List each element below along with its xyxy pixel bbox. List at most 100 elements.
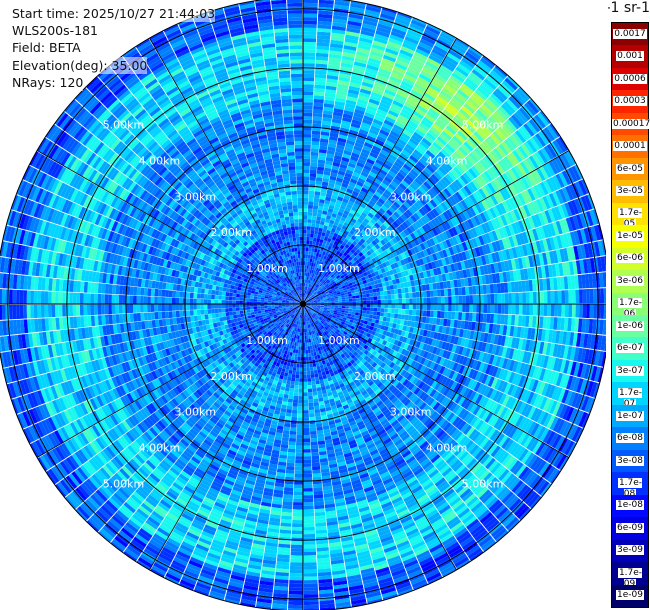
ray-gate-cell bbox=[418, 41, 433, 52]
ray-gate-cell bbox=[487, 220, 495, 232]
ray-gate-cell bbox=[317, 28, 332, 33]
ray-gate-cell bbox=[309, 276, 312, 281]
ray-gate-cell bbox=[350, 248, 356, 254]
ray-gate-cell bbox=[348, 293, 352, 297]
ray-gate-cell bbox=[471, 149, 482, 161]
ray-gate-cell bbox=[441, 231, 449, 241]
ray-gate-cell bbox=[508, 96, 521, 109]
ray-gate-cell bbox=[349, 243, 355, 249]
ray-gate-cell bbox=[552, 236, 560, 250]
ray-gate-cell bbox=[334, 184, 341, 190]
ray-gate-cell bbox=[338, 134, 348, 140]
ray-gate-cell bbox=[503, 282, 509, 293]
ray-gate-cell bbox=[375, 112, 386, 120]
ray-gate-cell bbox=[497, 85, 511, 98]
ray-gate-cell bbox=[336, 87, 348, 93]
ray-gate-cell bbox=[308, 247, 312, 252]
ray-gate-cell bbox=[455, 148, 466, 159]
ray-gate-cell bbox=[420, 70, 434, 80]
ray-gate-cell bbox=[325, 241, 331, 246]
ray-gate-cell bbox=[459, 127, 471, 139]
ray-gate-cell bbox=[489, 284, 494, 294]
ray-gate-cell bbox=[335, 180, 343, 186]
ray-gate-cell bbox=[310, 352, 315, 357]
ray-gate-cell bbox=[400, 330, 406, 337]
ray-gate-cell bbox=[352, 149, 361, 156]
ray-gate-cell bbox=[303, 240, 307, 244]
ray-gate-cell bbox=[555, 173, 565, 188]
ray-gate-cell bbox=[366, 300, 371, 304]
ray-gate-cell bbox=[306, 290, 309, 295]
ray-gate-cell bbox=[392, 100, 404, 109]
ray-gate-cell bbox=[312, 387, 317, 393]
ray-gate-cell bbox=[309, 180, 316, 185]
ray-gate-cell bbox=[320, 274, 324, 279]
ray-gate-cell bbox=[336, 177, 344, 183]
ray-gate-cell bbox=[352, 283, 357, 288]
ray-gate-cell bbox=[457, 320, 462, 329]
ray-gate-cell bbox=[388, 79, 401, 87]
ray-gate-cell bbox=[362, 78, 375, 85]
ray-gate-cell bbox=[479, 159, 489, 171]
ray-gate-cell bbox=[356, 275, 362, 280]
ray-gate-cell bbox=[318, 253, 322, 258]
ray-gate-cell bbox=[332, 111, 343, 117]
ray-gate-cell bbox=[315, 295, 320, 299]
ray-gate-cell bbox=[435, 243, 442, 252]
ray-gate-cell bbox=[467, 277, 473, 287]
ray-gate-cell bbox=[339, 219, 345, 225]
ray-gate-cell bbox=[313, 274, 316, 279]
ray-gate-cell bbox=[498, 227, 505, 239]
ray-gate-cell bbox=[340, 123, 351, 130]
ray-gate-cell bbox=[505, 119, 518, 132]
ray-gate-cell bbox=[474, 203, 483, 214]
ray-gate-cell bbox=[405, 275, 411, 282]
ray-gate-cell bbox=[386, 241, 392, 248]
ray-gate-cell bbox=[441, 222, 448, 232]
ray-gate-cell bbox=[305, 286, 308, 291]
ray-gate-cell bbox=[354, 142, 364, 149]
ray-gate-cell bbox=[382, 272, 388, 278]
ray-gate-cell bbox=[574, 318, 579, 333]
ray-gate-cell bbox=[587, 349, 594, 365]
ray-gate-cell bbox=[578, 180, 588, 196]
ray-gate-cell bbox=[334, 279, 339, 283]
ray-gate-cell bbox=[357, 226, 363, 233]
ray-gate-cell bbox=[327, 146, 336, 152]
ray-gate-cell bbox=[342, 179, 350, 185]
ray-gate-cell bbox=[377, 197, 386, 205]
ray-gate-cell bbox=[405, 143, 415, 152]
ray-gate-cell bbox=[351, 175, 359, 181]
ray-gate-cell bbox=[315, 279, 319, 284]
ray-gate-cell bbox=[576, 362, 584, 378]
ray-gate-cell bbox=[443, 199, 452, 210]
ray-gate-cell bbox=[348, 212, 355, 218]
ray-gate-cell bbox=[360, 151, 369, 159]
ray-gate-cell bbox=[316, 289, 320, 293]
ray-gate-cell bbox=[441, 61, 455, 72]
ray-gate-cell bbox=[325, 160, 333, 166]
ray-gate-cell bbox=[331, 275, 336, 280]
ray-gate-cell bbox=[388, 258, 394, 265]
ray-gate-cell bbox=[490, 263, 496, 274]
ray-gate-cell bbox=[307, 287, 310, 291]
ray-gate-cell bbox=[501, 238, 509, 250]
ray-gate-cell bbox=[319, 269, 323, 274]
ray-gate-cell bbox=[569, 231, 577, 246]
ray-gate-cell bbox=[413, 83, 427, 92]
ray-gate-cell bbox=[523, 204, 531, 217]
ray-gate-cell bbox=[524, 217, 532, 230]
ray-gate-cell bbox=[329, 268, 334, 273]
ray-gate-cell bbox=[431, 261, 437, 269]
ray-gate-cell bbox=[370, 272, 376, 278]
ray-gate-cell bbox=[397, 272, 403, 279]
ray-gate-cell bbox=[418, 73, 432, 83]
ray-gate-cell bbox=[488, 323, 494, 334]
ray-gate-cell bbox=[408, 64, 422, 74]
ray-gate-cell bbox=[330, 36, 345, 42]
ray-gate-cell bbox=[313, 234, 318, 239]
ray-gate-cell bbox=[319, 296, 324, 299]
ray-gate-cell bbox=[543, 127, 556, 142]
ray-gate-cell bbox=[344, 310, 349, 314]
ray-gate-cell bbox=[337, 223, 343, 229]
